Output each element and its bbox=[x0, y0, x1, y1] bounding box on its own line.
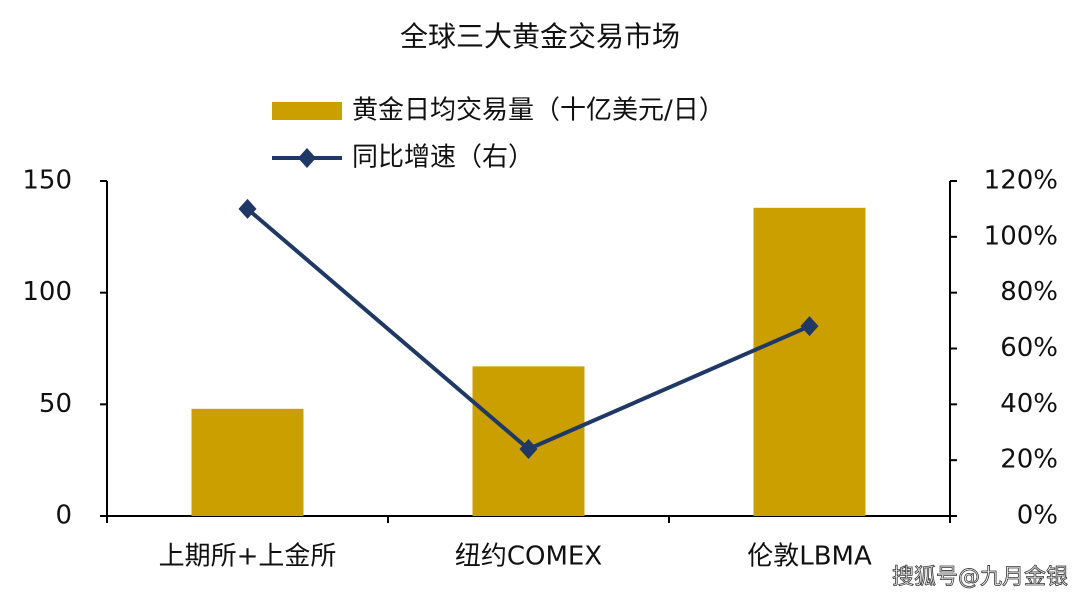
y2-tick-label: 100% bbox=[984, 221, 1058, 251]
marker bbox=[238, 198, 257, 219]
watermark: 搜狐号@九月金银 bbox=[892, 565, 1068, 590]
bar bbox=[753, 207, 866, 517]
y2-tick-label: 40% bbox=[1000, 389, 1058, 419]
bar bbox=[191, 408, 304, 516]
y2-tick-label: 80% bbox=[1000, 277, 1058, 307]
y-tick-label: 0 bbox=[55, 501, 72, 531]
y-tick-label: 150 bbox=[22, 166, 72, 196]
legend-label: 黄金日均交易量（十亿美元/日） bbox=[352, 96, 725, 126]
marker bbox=[519, 439, 538, 459]
y2-tick-label: 20% bbox=[1000, 445, 1058, 475]
y2-tick-label: 60% bbox=[1000, 333, 1058, 363]
marker bbox=[800, 316, 819, 337]
chart-title: 全球三大黄金交易市场 bbox=[400, 20, 680, 53]
legend-marker bbox=[298, 148, 316, 168]
x-tick-label: 纽约COMEX bbox=[455, 542, 602, 572]
legend-label: 同比增速（右） bbox=[352, 143, 534, 173]
y-tick-label: 100 bbox=[22, 277, 72, 307]
y2-tick-label: 0% bbox=[1017, 501, 1058, 531]
y-tick-label: 50 bbox=[39, 389, 72, 419]
x-tick-label: 伦敦LBMA bbox=[747, 542, 872, 572]
x-tick-label: 上期所+上金所 bbox=[159, 542, 337, 572]
legend-swatch bbox=[272, 102, 342, 120]
y2-tick-label: 120% bbox=[984, 166, 1058, 196]
